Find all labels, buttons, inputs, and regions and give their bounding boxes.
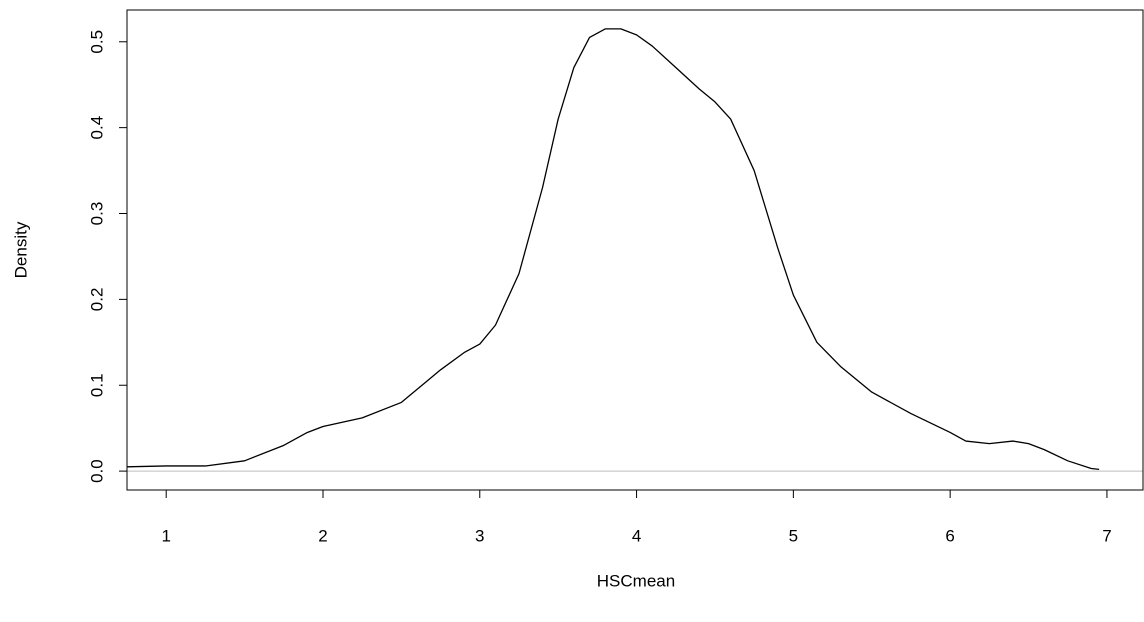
y-tick-label: 0.2 <box>87 288 106 312</box>
x-tick-label: 7 <box>1102 526 1111 545</box>
x-tick-label: 4 <box>632 526 641 545</box>
y-tick-label: 0.1 <box>87 373 106 397</box>
y-tick-label: 0.0 <box>87 459 106 483</box>
x-tick-label: 2 <box>318 526 327 545</box>
x-tick-label: 3 <box>475 526 484 545</box>
plot-frame <box>126 9 1144 491</box>
y-tick-label: 0.5 <box>87 30 106 54</box>
x-tick-label: 6 <box>945 526 954 545</box>
y-tick-label: 0.4 <box>87 116 106 140</box>
x-tick-label: 5 <box>789 526 798 545</box>
density-line <box>126 28 1100 471</box>
y-tick-label: 0.3 <box>87 202 106 226</box>
x-tick-label: 1 <box>161 526 170 545</box>
x-axis-label: HSCmean <box>597 571 675 590</box>
y-axis-label: Density <box>11 221 30 278</box>
